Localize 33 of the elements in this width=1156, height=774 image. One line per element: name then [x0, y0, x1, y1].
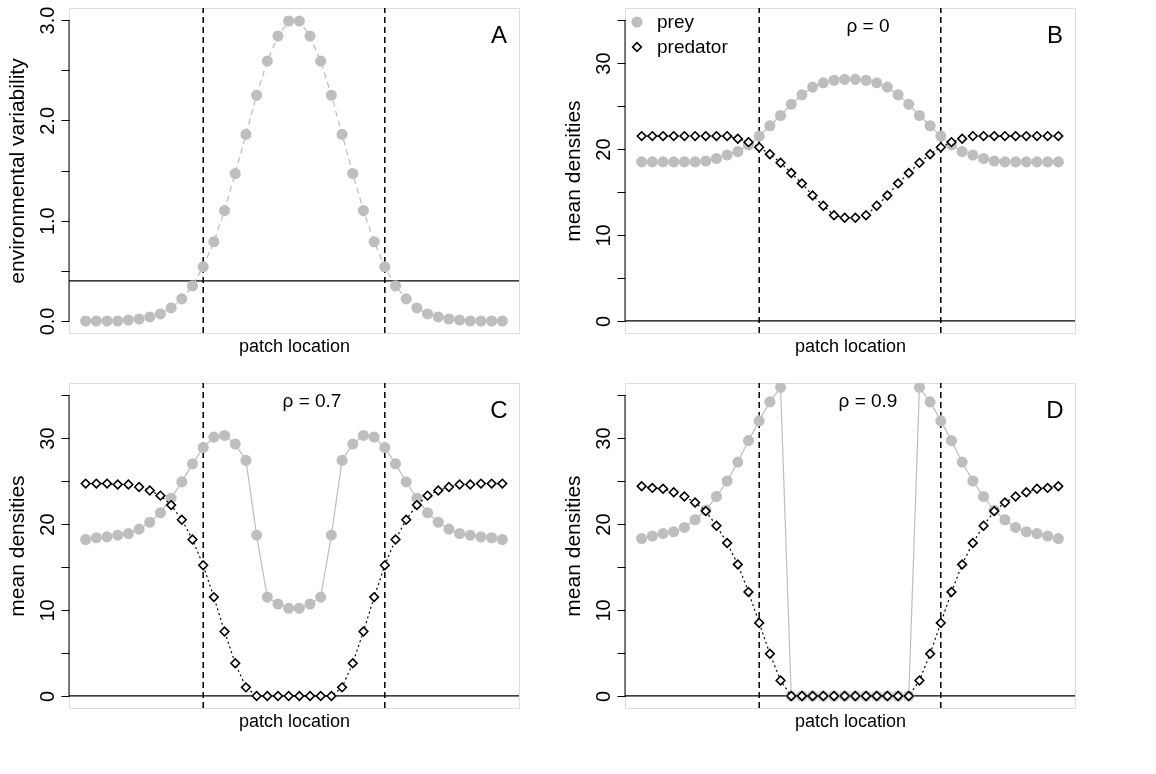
- annotation: A: [490, 21, 508, 48]
- x-axis-title: patch location: [238, 335, 351, 356]
- x-axis-title: patch location: [794, 710, 907, 731]
- y-tick-label: 30: [591, 52, 614, 75]
- y-axis-title: mean densities: [560, 475, 584, 617]
- y-tick-label: 10: [591, 224, 614, 247]
- y-tick-label: 0.0: [35, 307, 58, 336]
- y-axis-title: mean densities: [4, 475, 28, 617]
- annotation: ρ = 0.7: [282, 390, 342, 411]
- y-tick-label: 0: [591, 690, 614, 703]
- y-tick-label: 10: [591, 599, 614, 622]
- annotation: D: [1046, 396, 1064, 423]
- y-tick-label: 20: [591, 138, 614, 161]
- y-tick-label: 0: [591, 315, 614, 328]
- legend-label: predator: [657, 36, 729, 57]
- y-tick-label: 10: [35, 599, 58, 622]
- legend-label: prey: [657, 11, 695, 32]
- annotation: ρ = 0: [846, 15, 890, 36]
- y-tick-label: 30: [35, 427, 58, 450]
- y-tick-label: 2.0: [35, 106, 58, 135]
- y-tick-label: 3.0: [35, 6, 58, 35]
- y-axis-title: environmental variability: [4, 57, 28, 284]
- y-tick-label: 30: [591, 427, 614, 450]
- annotation: C: [490, 396, 508, 423]
- y-tick-label: 20: [591, 513, 614, 536]
- x-axis-title: patch location: [794, 335, 907, 356]
- annotation: B: [1046, 21, 1064, 48]
- y-axis-title: mean densities: [560, 100, 584, 242]
- y-tick-label: 20: [35, 513, 58, 536]
- y-tick-label: 1.0: [35, 207, 58, 236]
- annotation: ρ = 0.9: [838, 390, 898, 411]
- x-axis-title: patch location: [238, 710, 351, 731]
- y-tick-label: 0: [35, 690, 58, 703]
